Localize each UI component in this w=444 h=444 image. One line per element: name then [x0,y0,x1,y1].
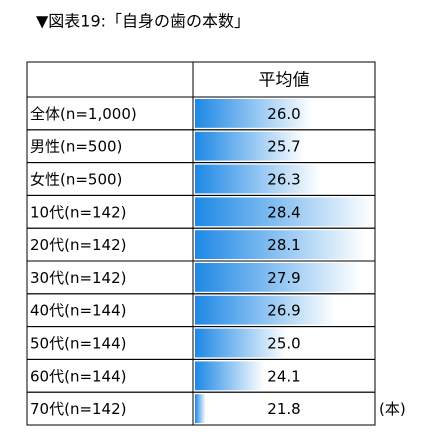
row-label: 10代(n=142) [30,203,127,221]
data-bar [195,295,335,325]
row-label: 50代(n=144) [30,335,127,353]
row-label: 40代(n=144) [30,302,127,320]
row-label: 60代(n=144) [30,367,127,385]
row-label: 男性(n=500) [30,138,122,156]
cell [192,391,376,426]
data-bar [195,99,313,128]
column-header: 平均値 [259,71,310,91]
row-label: 全体(n=1,000) [30,105,137,123]
data-bar [195,131,305,161]
row-value: 25.0 [267,335,300,353]
data-bar [195,197,373,227]
row-value: 27.9 [267,269,300,287]
header-cell [26,61,194,98]
data-bar [195,328,287,358]
data-bar [195,230,366,259]
row-value: 28.1 [267,236,300,254]
row-label: 70代(n=142) [30,400,127,418]
row-label: 女性(n=500) [30,171,122,189]
data-bar [195,164,320,194]
row-value: 21.8 [267,400,300,418]
row-value: 24.1 [267,367,300,385]
row-value: 28.4 [267,203,300,221]
row-value: 26.3 [267,171,300,189]
data-bar [195,263,361,292]
title: ▼図表19:「自身の歯の本数」 [36,12,250,31]
row-value: 25.7 [267,138,300,156]
row-value: 26.9 [267,302,300,320]
row-value: 26.0 [267,105,300,123]
unit: (本) [379,400,406,418]
data-bar [195,394,206,423]
row-label: 20代(n=142) [30,236,127,254]
data-bar [195,361,264,391]
row-label: 30代(n=142) [30,269,127,287]
